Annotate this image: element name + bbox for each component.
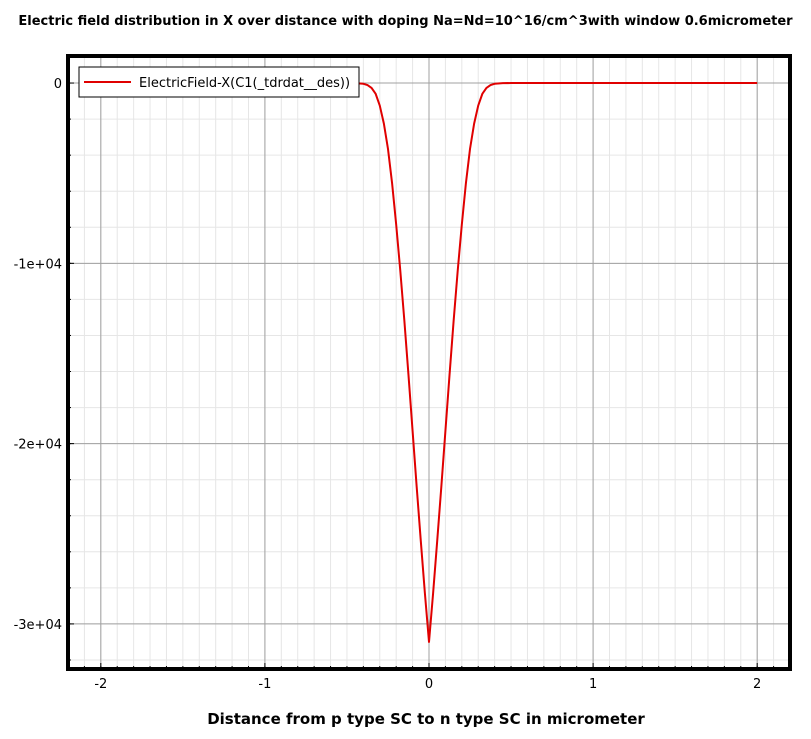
x-tick-label: 1 xyxy=(589,677,597,692)
y-tick-label: -3e+04 xyxy=(14,618,62,633)
x-tick-label: -1 xyxy=(258,677,271,692)
x-tick-label: 2 xyxy=(753,677,761,692)
legend: ElectricField-X(C1(_tdrdat__des)) xyxy=(78,66,360,98)
chart-title: Electric field distribution in X over di… xyxy=(18,14,793,29)
legend-label: ElectricField-X(C1(_tdrdat__des)) xyxy=(139,76,350,91)
ticks-layer: -2 -1 0 1 2 0 -1e+04 -2e+04 -3e+04 xyxy=(14,77,775,692)
y-tick-label: -1e+04 xyxy=(14,257,62,272)
x-tick-label: 0 xyxy=(425,677,433,692)
series-layer xyxy=(100,82,758,643)
x-tick-label: -2 xyxy=(94,677,107,692)
y-tick-label: -2e+04 xyxy=(14,438,62,453)
major-grid xyxy=(68,56,790,669)
x-axis-label: Distance from p type SC to n type SC in … xyxy=(207,710,645,728)
y-tick-label: 0 xyxy=(54,77,62,92)
series-line xyxy=(100,82,758,643)
